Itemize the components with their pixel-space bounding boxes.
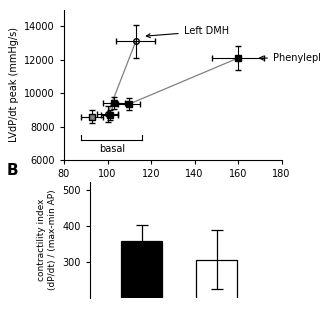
Y-axis label: contractility index
(dP/dt) / (max-min AP): contractility index (dP/dt) / (max-min A… bbox=[37, 190, 57, 290]
Y-axis label: LVdP/dt peak (mmHg/s): LVdP/dt peak (mmHg/s) bbox=[9, 27, 19, 142]
X-axis label: MAP (mmHg): MAP (mmHg) bbox=[140, 185, 205, 195]
Text: B: B bbox=[6, 163, 18, 178]
Text: Phenylephrine: Phenylephrine bbox=[260, 53, 320, 63]
Bar bbox=[196, 260, 237, 320]
Bar bbox=[121, 241, 163, 320]
Text: basal: basal bbox=[99, 144, 125, 154]
Text: Left DMH: Left DMH bbox=[146, 26, 229, 38]
